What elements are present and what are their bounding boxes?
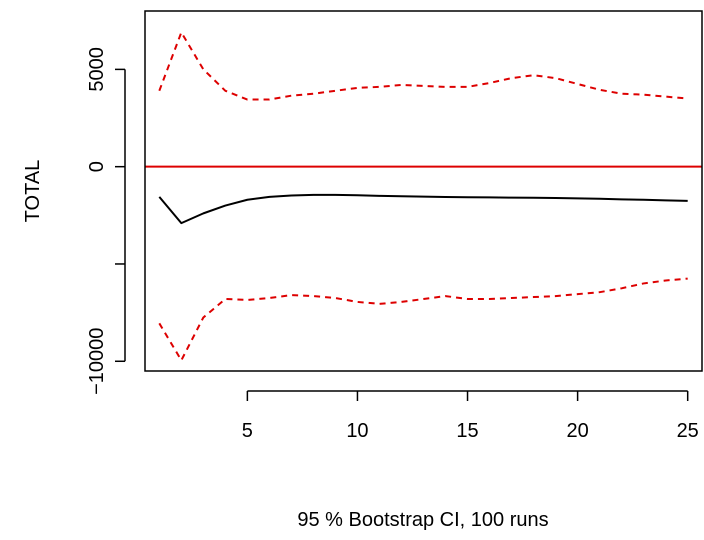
plot-layer [145, 31, 702, 362]
series-line-lower [158, 277, 688, 362]
x-tick-label: 5 [242, 420, 253, 442]
y-axis-label: TOTAL [22, 160, 44, 223]
y-axis: −10000 0 5000 [86, 47, 126, 395]
plot-frame [144, 10, 703, 372]
x-tick-label: 20 [566, 420, 588, 442]
chart-subtitle: 95 % Bootstrap CI, 100 runs [297, 509, 548, 531]
x-tick-label: 10 [346, 420, 368, 442]
series-line-upper [158, 31, 688, 101]
x-tick-label: 15 [456, 420, 478, 442]
series-line-estimate [158, 193, 688, 225]
y-tick-label: 0 [86, 161, 108, 172]
y-tick-label: −10000 [86, 328, 108, 395]
y-tick-label: 5000 [86, 47, 108, 92]
x-tick-label: 25 [677, 420, 699, 442]
x-axis: 5 10 15 20 25 [242, 390, 699, 442]
